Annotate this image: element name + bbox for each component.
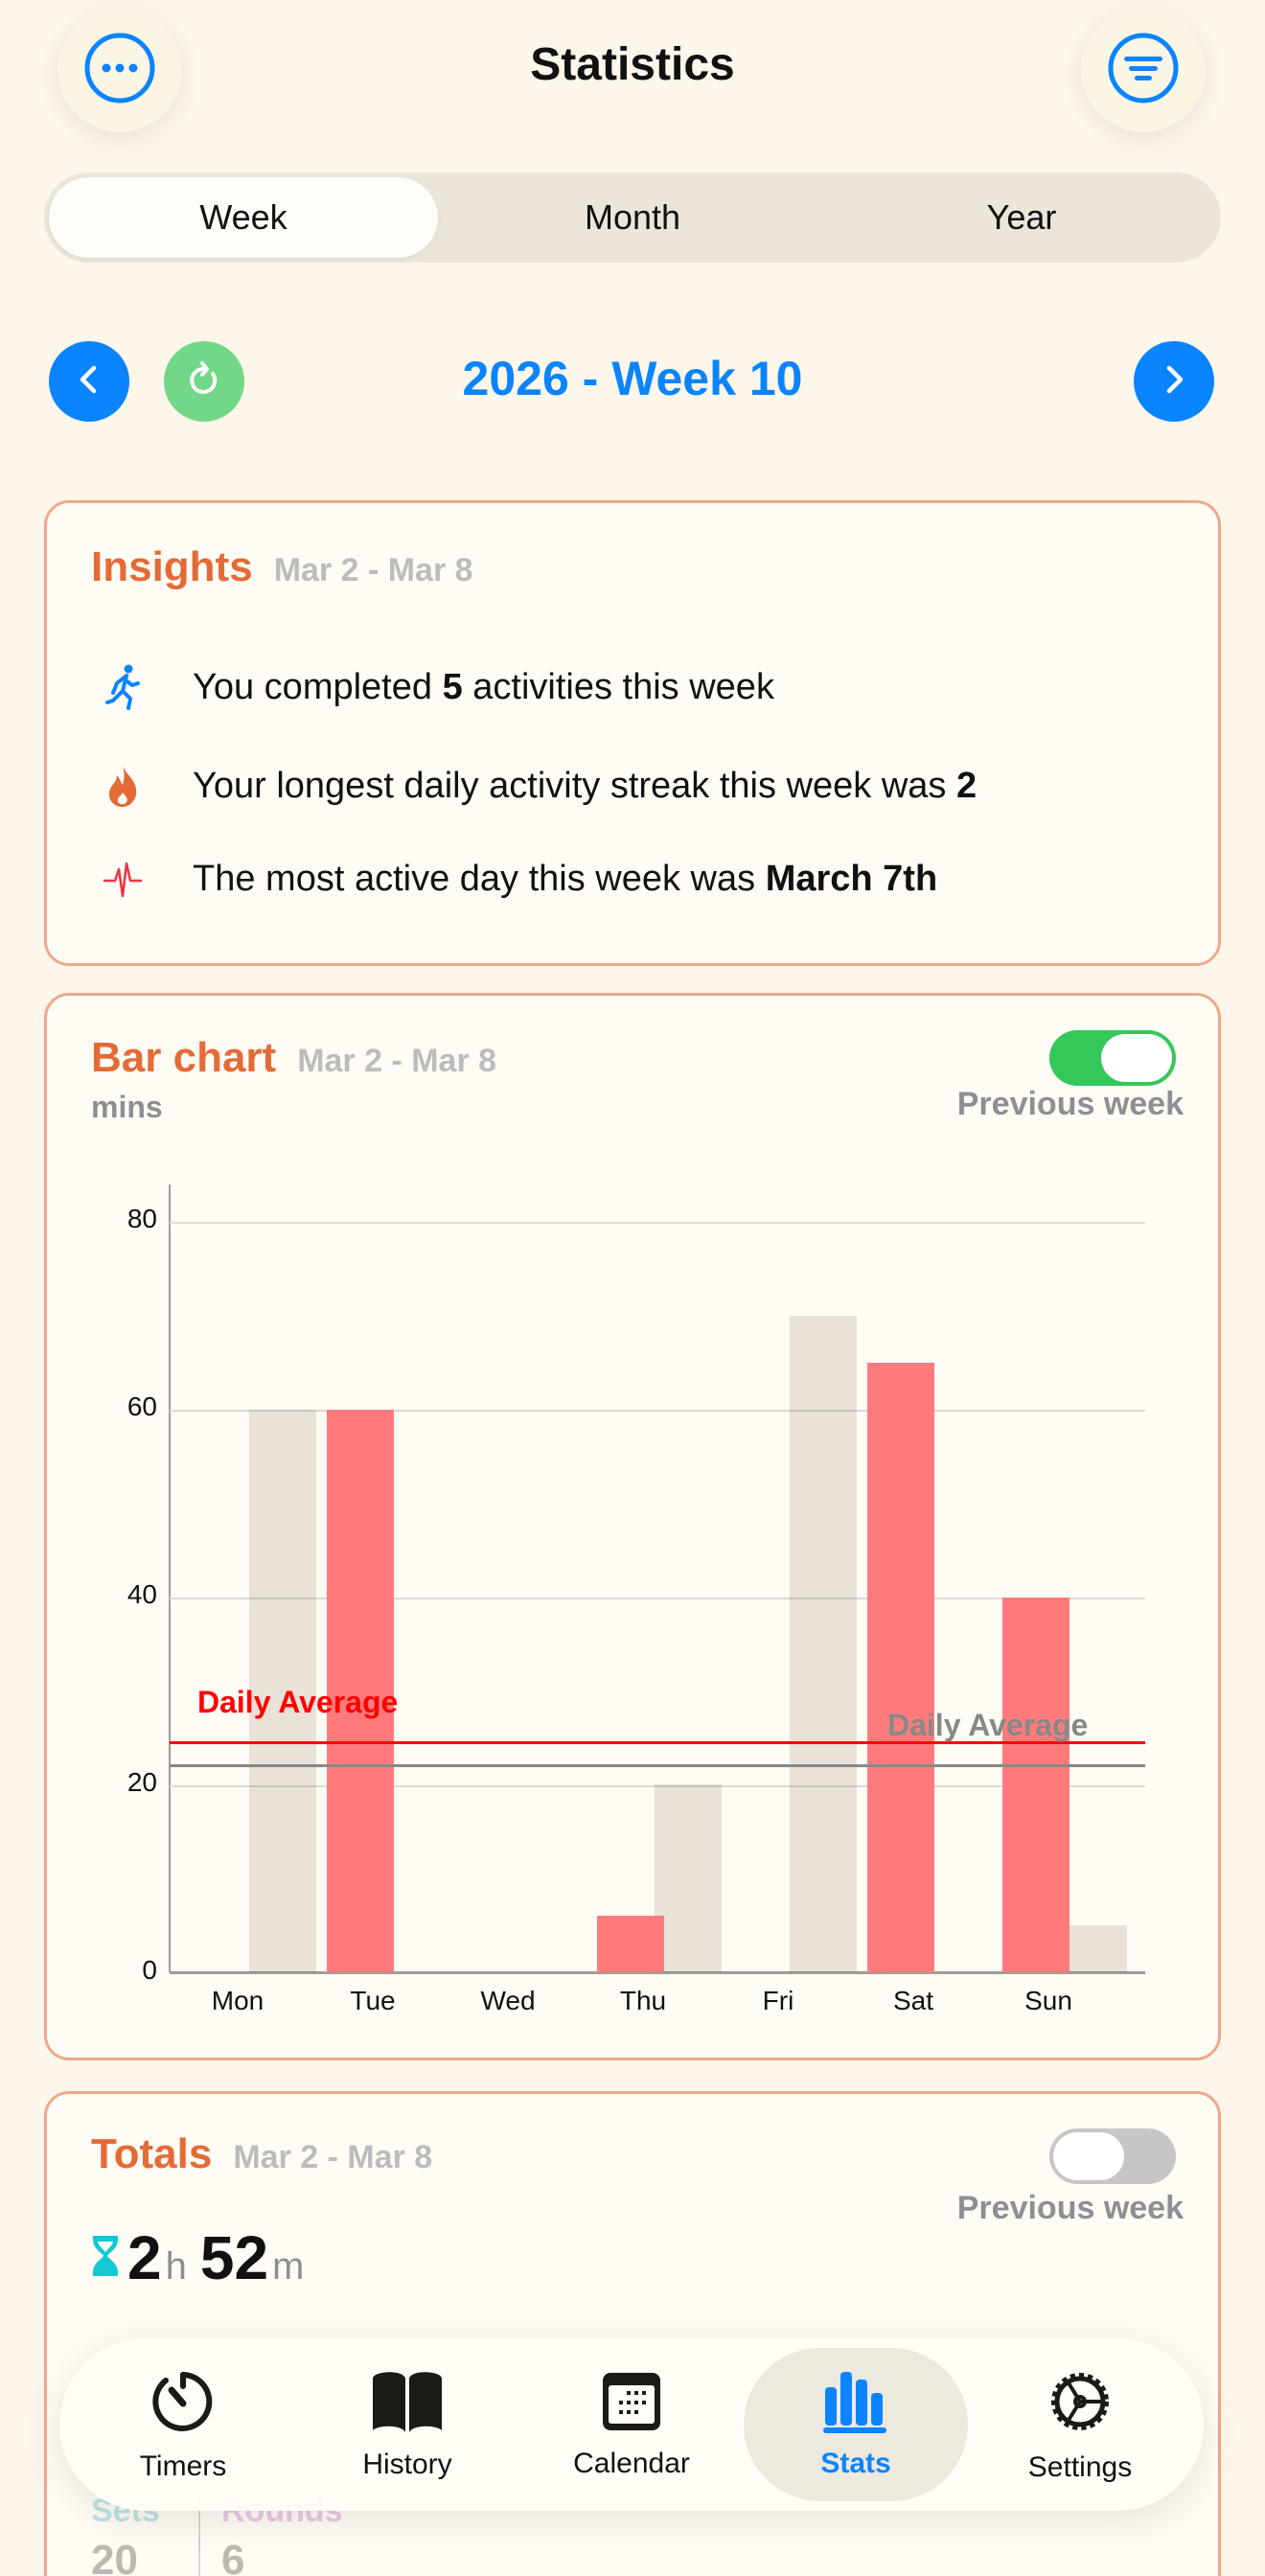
previous-week-bar-fri [789,1316,857,1972]
current-week-bar-tue [326,1410,394,1972]
previous-week-toggle-label: Previous week [956,1086,1184,1122]
x-tick-sun: Sun [1024,1986,1072,2015]
gridline-80 [170,1222,1145,1224]
y-tick-60: 60 [126,1392,157,1421]
current-week-bar-thu [596,1916,664,1972]
totals-title: Totals [91,2130,213,2177]
totals-date-range: Mar 2 - Mar 8 [233,2139,433,2175]
tab-stats[interactable]: Stats [744,2348,968,2501]
totals-previous-week-label: Previous week [956,2190,1184,2226]
stat-divider [198,2493,200,2576]
previous-week-bar-mon [248,1410,316,1972]
tab-history[interactable]: History [295,2348,519,2501]
stopwatch-icon [149,2367,218,2441]
current-daily-average-label: Daily Average [197,1685,399,1719]
tab-calendar[interactable]: Calendar [519,2348,744,2501]
next-week-button[interactable] [1134,341,1214,422]
ellipsis-circle-icon [82,31,157,110]
totals-previous-week-toggle[interactable] [1049,2128,1176,2184]
flame-icon [91,764,154,808]
previous-daily-average-label: Daily Average [887,1708,1089,1742]
insights-date-range: Mar 2 - Mar 8 [273,552,473,588]
insight-text: The most active day this week was March … [193,858,938,899]
tab-label: Stats [820,2447,891,2479]
previous-week-button[interactable] [49,341,129,422]
bar-chart-plot: 80 60 40 20 0 Daily Average Daily Averag… [125,1183,1150,2026]
chevron-left-icon [70,360,108,403]
current-daily-average-line [170,1741,1145,1744]
filter-lines-circle-icon [1106,31,1181,110]
bar-chart-title: Bar chart [91,1034,277,1081]
insights-card: Insights Mar 2 - Mar 8 You completed 5 a… [44,500,1221,966]
period-segmented-control: Week Month Year [44,172,1221,263]
week-title: 2026 - Week 10 [462,352,803,405]
tab-label: Settings [1027,2450,1133,2483]
current-week-bar-sat [866,1363,934,1972]
y-tick-0: 0 [142,1955,157,1985]
hourglass-icon [91,2234,120,2283]
current-week-bar-sun [1001,1597,1070,1972]
insights-title: Insights [91,543,253,590]
total-duration: 2 h 52 m [91,2222,304,2293]
rounds-value: 6 [221,2537,245,2576]
filter-button[interactable] [1081,8,1206,132]
x-tick-thu: Thu [619,1986,667,2015]
x-tick-sat: Sat [892,1986,934,2015]
y-axis [169,1184,171,1972]
segment-week[interactable]: Week [49,177,438,258]
tab-settings[interactable]: Settings [968,2348,1192,2501]
insight-activities: You completed 5 activities this week [91,664,774,710]
calendar-icon [600,2370,663,2438]
book-icon [369,2369,446,2439]
tab-label: History [362,2448,452,2480]
x-tick-mon: Mon [211,1986,264,2015]
segment-month[interactable]: Month [584,197,681,237]
tab-timers[interactable]: Timers [71,2348,295,2501]
previous-week-bar-sun [1059,1925,1127,1972]
page-title: Statistics [530,39,735,90]
gridline-40 [170,1598,1145,1599]
y-tick-20: 20 [126,1767,157,1797]
more-button[interactable] [58,8,182,132]
insight-text: You completed 5 activities this week [193,666,774,707]
segment-year[interactable]: Year [986,197,1057,237]
insight-streak: Your longest daily activity streak this … [91,764,977,808]
insight-most-active-day: The most active day this week was March … [91,858,937,900]
bar-chart-icon [821,2370,890,2438]
x-axis [170,1971,1145,1974]
tab-label: Calendar [573,2447,690,2479]
sets-value: 20 [91,2537,138,2576]
chart-unit-label: mins [91,1090,163,1124]
arrow-clockwise-icon [183,358,225,405]
heartbeat-icon [91,858,154,900]
x-tick-wed: Wed [480,1986,536,2015]
gear-icon [1045,2366,1116,2442]
reset-week-button[interactable] [164,341,244,422]
tab-label: Timers [139,2450,227,2482]
y-tick-40: 40 [126,1579,157,1609]
gridline-60 [170,1410,1145,1412]
y-tick-80: 80 [126,1204,157,1233]
previous-week-toggle[interactable] [1049,1030,1176,1086]
x-tick-fri: Fri [762,1986,794,2015]
bar-chart-date-range: Mar 2 - Mar 8 [297,1043,497,1079]
chevron-right-icon [1155,360,1193,403]
x-tick-tue: Tue [350,1986,396,2015]
previous-week-bar-thu [654,1784,722,1972]
running-figure-icon [91,664,154,710]
previous-daily-average-line [170,1764,1145,1767]
tab-bar: Timers History Calendar Stats Settings [59,2338,1204,2511]
insight-text: Your longest daily activity streak this … [193,765,978,806]
